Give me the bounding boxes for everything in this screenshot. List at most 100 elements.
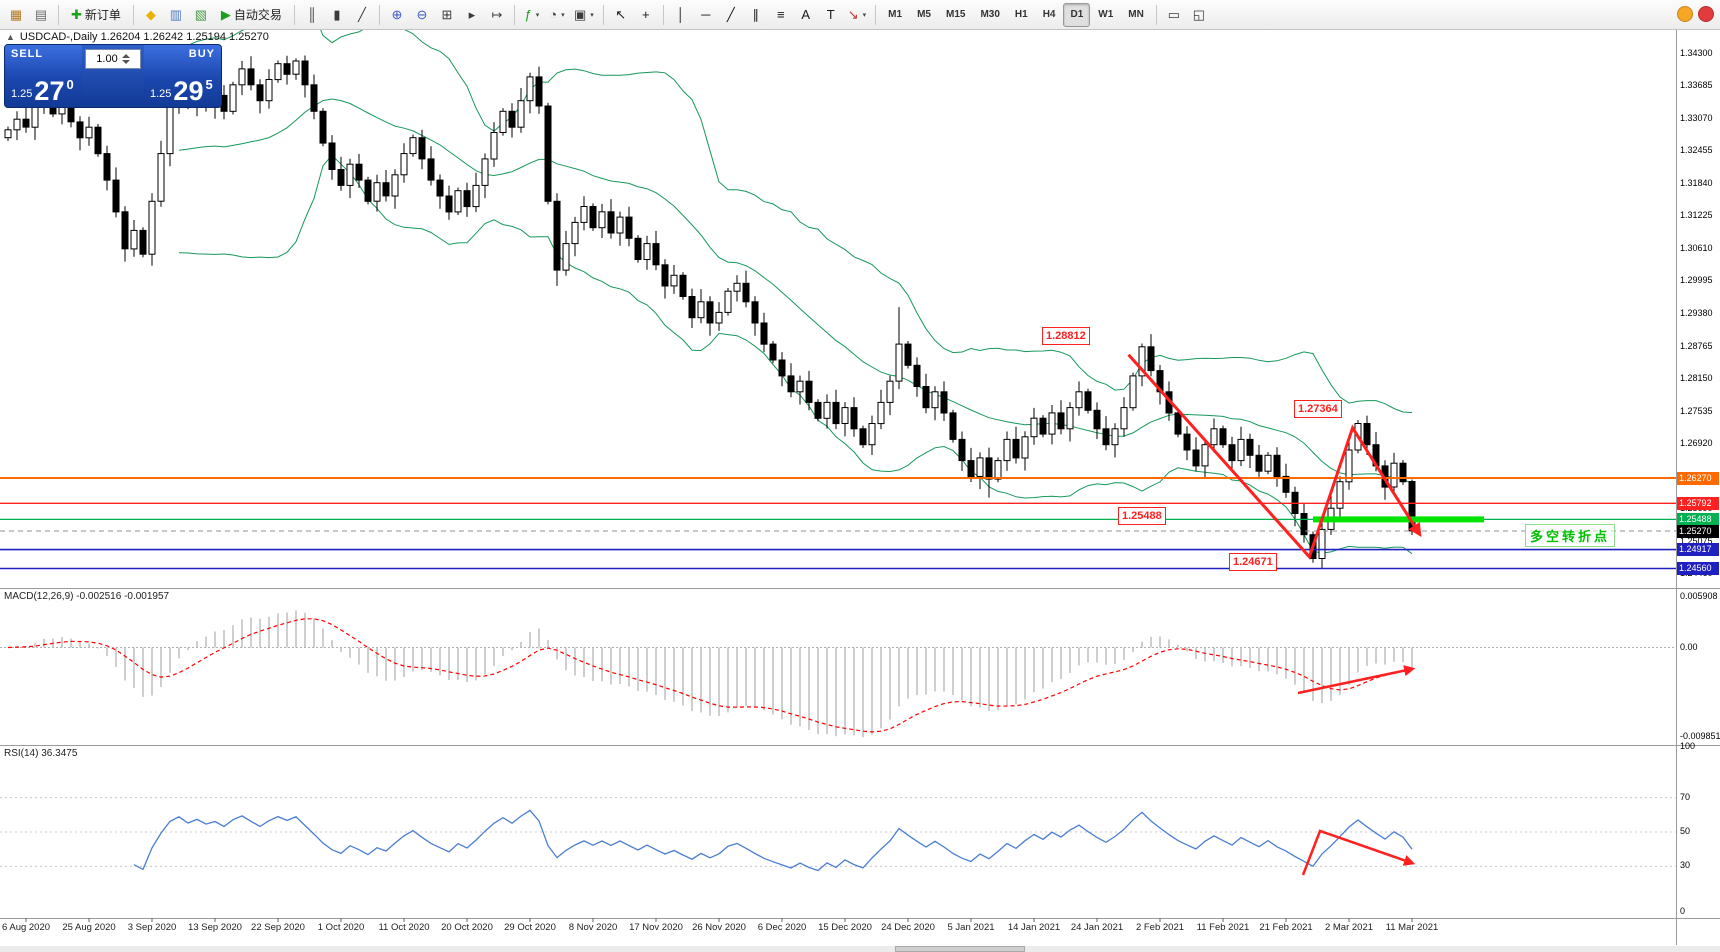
chart-title-text: USDCAD-,Daily 1.26204 1.26242 1.25194 1.… — [19, 31, 269, 43]
scrollbar-thumb[interactable] — [895, 946, 1025, 952]
zoom-in-button[interactable]: ⊕ — [385, 3, 409, 27]
price-tick: 1.26920 — [1680, 438, 1713, 449]
price-tag-1.24560: 1.24560 — [1677, 562, 1719, 575]
auto-trading-icon: ▶ — [220, 7, 231, 22]
timeframe-d1-button[interactable]: D1 — [1063, 2, 1091, 27]
crosshair-icon: + — [641, 7, 650, 22]
fibonacci-icon: ≡ — [776, 7, 785, 22]
community-badge[interactable] — [1698, 6, 1714, 22]
date-label: 21 Feb 2021 — [1259, 922, 1313, 933]
candlestick-chart-button[interactable]: ▮ — [325, 3, 349, 27]
zoom-out-button[interactable]: ⊖ — [410, 3, 434, 27]
arrows-icon: ↘ — [847, 7, 859, 22]
timeframe-h1-button[interactable]: H1 — [1008, 3, 1035, 27]
channel-icon: ∥ — [752, 7, 760, 22]
periods-button[interactable]: ◔ ▾ — [545, 3, 569, 27]
price-tick: 1.30610 — [1680, 242, 1713, 253]
price-tick: 1.29380 — [1680, 307, 1713, 318]
price-tick: 1.28765 — [1680, 340, 1713, 351]
date-label: 8 Nov 2020 — [568, 922, 618, 933]
timeframe-m1-button[interactable]: M1 — [881, 3, 909, 27]
price-tag-1.26270: 1.26270 — [1677, 471, 1719, 485]
date-label: 14 Jan 2021 — [1007, 922, 1061, 933]
date-label: 5 Jan 2021 — [947, 922, 995, 933]
timeframe-w1-button[interactable]: W1 — [1091, 3, 1120, 27]
toolbar-separator — [662, 4, 664, 25]
timeframe-m5-button[interactable]: M5 — [910, 3, 938, 27]
vertical-line-button[interactable]: │ — [669, 3, 693, 27]
sell-button[interactable]: SELL 1.25 27 0 — [5, 45, 82, 107]
full-screen-icon: ◱ — [1192, 7, 1205, 22]
buy-button[interactable]: BUY 1.25 29 5 — [144, 45, 221, 107]
auto-scroll-button[interactable]: ▸ — [460, 3, 484, 27]
trendline-button[interactable]: ╱ — [719, 3, 743, 27]
new-chart-icon: ▦ — [9, 7, 23, 22]
terminal-icon: ▧ — [194, 7, 208, 22]
date-label: 22 Sep 2020 — [251, 922, 305, 933]
timeframe-mn-button[interactable]: MN — [1121, 3, 1151, 27]
date-label: 11 Feb 2021 — [1196, 922, 1250, 933]
timeframe-m15-button[interactable]: M15 — [939, 3, 972, 27]
auto-trading-button[interactable]: ▶ 自动交易 — [214, 3, 289, 27]
print-button[interactable]: ▭ — [1162, 3, 1186, 27]
price-tag-1.25488: 1.25488 — [1677, 512, 1719, 526]
market-watch-button[interactable]: ▥ — [164, 3, 188, 27]
toolbar-separator — [293, 4, 295, 25]
price-tick: 1.34300 — [1680, 47, 1713, 58]
metaeditor-button[interactable]: ◆ — [139, 3, 163, 27]
bar-chart-icon: ║ — [307, 7, 317, 22]
crosshair-button[interactable]: + — [634, 3, 658, 27]
text-label-button[interactable]: T — [819, 3, 843, 27]
new-chart-button[interactable]: ▦ — [4, 3, 28, 27]
price-tick: 1.33070 — [1680, 112, 1713, 123]
price-tag-1.25792: 1.25792 — [1677, 496, 1719, 510]
lot-decrease-arrow[interactable] — [121, 60, 130, 64]
price-tick: 1.32455 — [1680, 145, 1713, 156]
date-label: 1 Oct 2020 — [317, 922, 365, 933]
line-chart-icon: ╱ — [358, 7, 366, 22]
new-order-button[interactable]: ✚ 新订单 — [64, 3, 128, 27]
toolbar-separator — [875, 4, 877, 25]
bar-chart-button[interactable]: ║ — [300, 3, 324, 27]
profiles-button[interactable]: ▤ — [29, 3, 53, 27]
turning-point-label[interactable]: 多空转折点 — [1525, 524, 1616, 547]
date-axis[interactable]: 6 Aug 2020 25 Aug 2020 3 Sep 2020 13 Sep 20… — [0, 920, 1676, 946]
date-label: 3 Sep 2020 — [127, 922, 177, 933]
tile-windows-button[interactable]: ⊞ — [435, 3, 459, 27]
templates-button[interactable]: ▣ ▾ — [570, 3, 598, 27]
timeframe-w1-label: W1 — [1098, 9, 1114, 20]
chart-shift-button[interactable]: ↦ — [485, 3, 509, 27]
lot-size-field[interactable]: 1.00 — [85, 49, 141, 69]
fibonacci-button[interactable]: ≡ — [769, 3, 793, 27]
price-tick: 1.29995 — [1680, 275, 1713, 286]
notifications-badge[interactable] — [1677, 6, 1693, 22]
line-chart-button[interactable]: ╱ — [350, 3, 374, 27]
price-tick: 1.25075 — [1680, 535, 1713, 546]
cursor-button[interactable]: ↖ — [609, 3, 633, 27]
toolbar-badges — [1677, 6, 1714, 22]
price-tag-1.25270: 1.25270 — [1677, 524, 1719, 538]
timeframe-h4-button[interactable]: H4 — [1036, 3, 1063, 27]
horizontal-line-button[interactable]: ─ — [694, 3, 718, 27]
timeframe-m30-button[interactable]: M30 — [973, 3, 1006, 27]
arrows-button[interactable]: ↘ ▾ — [844, 3, 870, 27]
indicators-button[interactable]: ƒ ▾ — [520, 3, 544, 27]
timeframe-mn-label: MN — [1128, 9, 1144, 20]
horizontal-scrollbar[interactable] — [0, 946, 1720, 952]
text-icon: A — [801, 7, 811, 22]
chart-shift-icon: ↦ — [491, 7, 503, 22]
rsi-label: RSI(14) 36.3475 — [4, 748, 78, 759]
full-screen-button[interactable]: ◱ — [1187, 3, 1211, 27]
lot-increase-arrow[interactable] — [121, 54, 130, 58]
indicators-caret-icon: ▾ — [535, 11, 540, 19]
one-click-collapse-arrow[interactable]: ▲ — [6, 32, 15, 42]
text-button[interactable]: A — [794, 3, 818, 27]
terminal-button[interactable]: ▧ — [189, 3, 213, 27]
channel-button[interactable]: ∥ — [744, 3, 768, 27]
new-order-label: 新订单 — [84, 8, 121, 22]
buy-price: 1.25 29 5 — [150, 76, 213, 107]
